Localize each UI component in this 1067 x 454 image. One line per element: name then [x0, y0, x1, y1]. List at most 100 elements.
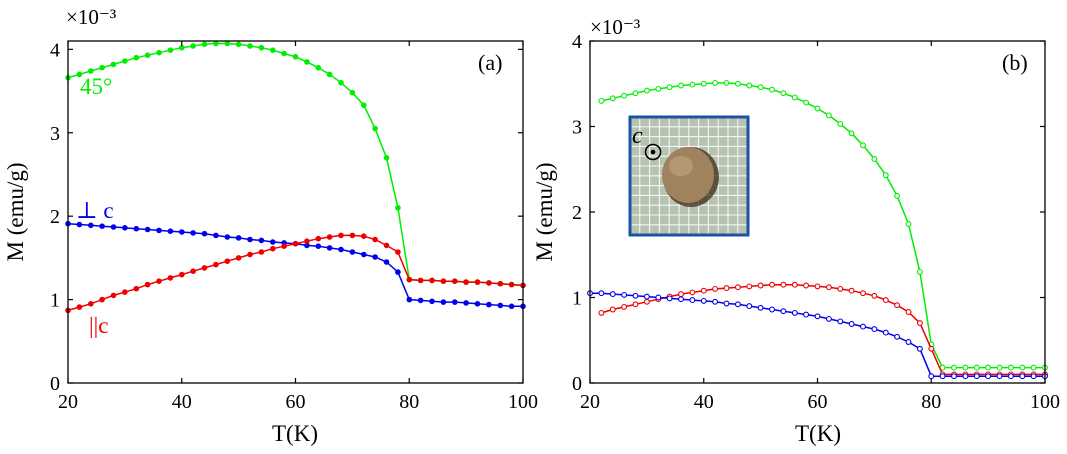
panel-b-series-2-point [632, 292, 639, 299]
panel-b-series-0-point [757, 84, 764, 91]
panel-b-series-1-point [632, 301, 639, 308]
panel-a-series-2-point [122, 289, 128, 295]
panel-b-series-2-point [894, 333, 901, 340]
panel-b-series-2-point [837, 318, 844, 325]
panel-b-series-0-point [780, 90, 787, 97]
panel-a-series-1-point [497, 302, 504, 309]
panel-a-series-0-point [213, 40, 219, 47]
panel-b-series-2-point [814, 313, 821, 320]
panel-b-series-2-point [655, 294, 662, 301]
panel-a-series-line-2 [67, 234, 524, 312]
panel-a-series-0-point [247, 43, 253, 49]
panel-a-series-2-point [497, 280, 504, 287]
panel-b-series-2-point [871, 326, 878, 333]
panel-a-series-0-point [315, 64, 322, 71]
panel-a-series-1-point [144, 226, 151, 233]
panel-b: 20 40 60 80 100 0 1 2 3 4 ×10⁻³ (b) T(K) M (emu/g… [532, 15, 1060, 446]
panel-b-series-0-point [905, 221, 912, 227]
panel-a-series-1-point [213, 232, 219, 239]
panel-a-series-1-point [201, 230, 208, 237]
panel-b-series-1-point [723, 285, 730, 292]
panel-a-series-1-point [122, 225, 128, 231]
panel-b-xtick-label: 40 [694, 391, 714, 413]
panel-a-series-1-point [429, 298, 435, 305]
inset-sample-disc [662, 147, 714, 203]
panel-a-series-2-point [440, 278, 447, 285]
panel-b-series-0-point [882, 172, 889, 179]
panel-a-series-2-point [372, 236, 378, 243]
panel-b-series-0-point [1019, 364, 1026, 371]
panel-a-series-0-point [372, 125, 378, 132]
panel-a-series-1-point [235, 235, 242, 241]
panel-b-series-0-point [1030, 364, 1037, 371]
panel-b-series-0-point [985, 364, 992, 371]
panel-a-series-2-point [110, 292, 117, 299]
panel-a-series-2-point [247, 251, 253, 258]
panel-a-series-2-point [99, 296, 105, 303]
panel-a-series-0-point [122, 58, 128, 64]
inset-c-axis-symbol-ring [644, 143, 662, 161]
panel-b-series-line-2 [590, 292, 1045, 377]
panel-b-series-0-point [643, 87, 650, 94]
panel-a-series-1-point [372, 254, 378, 260]
panel-b-series-2-point [985, 373, 992, 380]
panel-a-ticks: 20 40 60 80 100 0 1 2 3 4 [50, 39, 538, 413]
panel-b-series-0-point [632, 90, 639, 97]
panel-a-series-2-point [213, 261, 219, 268]
panel-a-series-2-point [361, 233, 367, 239]
panel-b-series-1-point [746, 283, 753, 290]
panel-b-series-0-point [803, 99, 810, 106]
panel-b-series-1-point [757, 282, 764, 289]
panel-a-series-label-para: ||c [89, 313, 108, 338]
panel-b-series-layer [587, 79, 1048, 380]
panel-b-series-0-point [700, 80, 707, 87]
panel-a-series-1-point [508, 303, 515, 310]
panel-b-series-2-point [678, 296, 684, 303]
panel-b-series-2-point [848, 321, 855, 327]
panel-a-series-0-point [270, 47, 276, 53]
panel-b-series-0-point [894, 192, 901, 199]
panel-b-series-1-point [598, 309, 605, 316]
panel-a-ytick-label: 2 [50, 206, 60, 228]
panel-a-series-label-45: 45° [80, 74, 112, 99]
panel-a-ytick-label: 4 [50, 39, 60, 61]
panel-a-series-1-point [486, 301, 492, 308]
panel-a: 20 40 60 80 100 0 1 2 3 4 ×10⁻³ (a) T(K) M (emu/g… [3, 5, 538, 446]
panel-b-xlabel: T(K) [795, 421, 841, 446]
panel-b-series-0-point [1007, 364, 1014, 371]
panel-b-series-0-point [598, 97, 605, 104]
panel-a-exponent-label: ×10⁻³ [66, 5, 116, 29]
panel-a-series-1-point [406, 296, 413, 303]
panel-b-series-1-point [689, 289, 696, 296]
panel-b-series-0-point [825, 112, 832, 119]
panel-b-series-0-point [916, 268, 923, 275]
panel-b-series-2-point [905, 339, 912, 345]
panel-b-series-1-point [609, 306, 616, 313]
panel-a-series-0-point [338, 79, 344, 86]
panel-a-xtick-label: 20 [58, 391, 78, 413]
panel-a-series-1-point [179, 229, 185, 235]
panel-b-series-0-point [951, 364, 957, 371]
panel-a-series-1-point [417, 297, 424, 304]
panel-b-series-1-point [860, 290, 866, 297]
panel-a-series-1-point [361, 251, 367, 258]
panel-b-series-2-point [769, 306, 775, 313]
panel-b-ticks: 20 40 60 80 100 0 1 2 3 4 [572, 31, 1060, 413]
panel-a-series-0-point [201, 41, 208, 48]
panel-b-series-0-point [996, 364, 1003, 371]
panel-b-series-2-point [609, 291, 616, 298]
panel-b-series-0-point [723, 79, 730, 86]
panel-a-series-2-point [179, 271, 185, 278]
panel-b-series-1-point [643, 298, 650, 305]
panel-a-series-line-0 [67, 42, 524, 287]
panel-a-series-2-point [167, 275, 174, 281]
panel-b-series-0-point [621, 92, 628, 99]
panel-b-series-2-point [712, 298, 719, 305]
panel-b-series-0-point [860, 142, 866, 149]
panel-b-series-2-point [928, 373, 935, 380]
panel-b-series-0-point [655, 85, 662, 92]
panel-b-series-1-point [837, 285, 844, 292]
panel-a-series-1-point [463, 300, 469, 306]
panel-a-xtick-label: 40 [172, 391, 192, 413]
